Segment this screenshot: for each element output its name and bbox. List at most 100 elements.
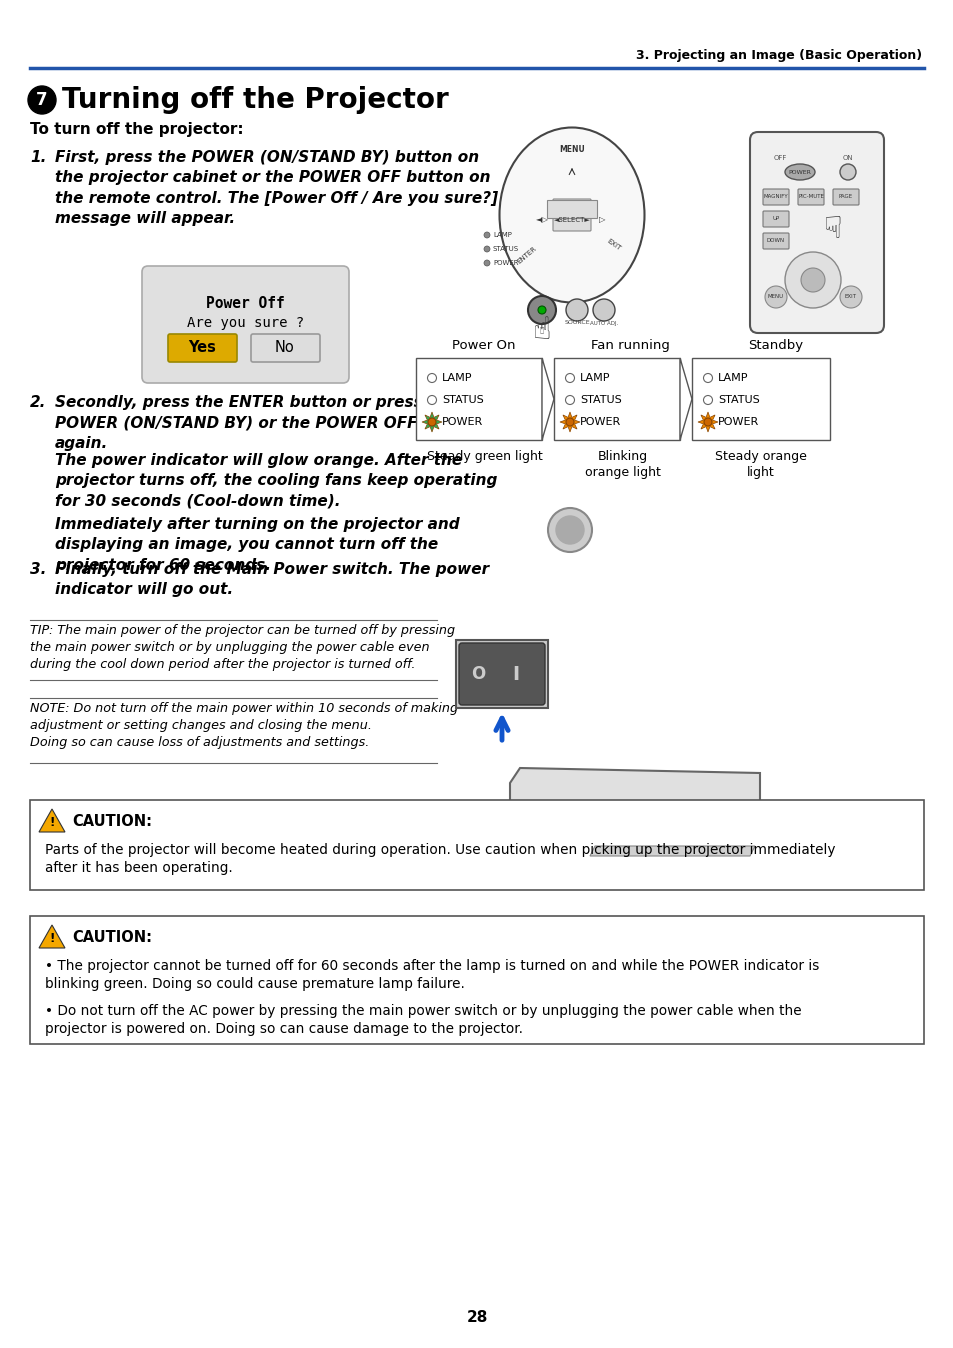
Text: 28: 28 xyxy=(466,1310,487,1325)
Text: Are you sure ?: Are you sure ? xyxy=(187,315,304,330)
Ellipse shape xyxy=(499,128,644,302)
Text: ▷: ▷ xyxy=(598,216,604,225)
Text: 7: 7 xyxy=(36,92,48,109)
Text: Yes: Yes xyxy=(188,341,215,356)
Bar xyxy=(30,799,923,890)
Text: MENU: MENU xyxy=(767,294,783,299)
Text: ON: ON xyxy=(841,155,852,160)
Circle shape xyxy=(764,286,786,307)
FancyBboxPatch shape xyxy=(553,200,590,231)
Text: POWER: POWER xyxy=(788,170,811,174)
Bar xyxy=(554,359,679,439)
Text: Power On: Power On xyxy=(452,338,516,352)
Bar xyxy=(456,640,547,708)
Text: • The projector cannot be turned off for 60 seconds after the lamp is turned on : • The projector cannot be turned off for… xyxy=(45,958,819,991)
FancyBboxPatch shape xyxy=(762,212,788,226)
Circle shape xyxy=(593,299,615,321)
Text: Steady orange
light: Steady orange light xyxy=(715,450,806,479)
Text: Steady green light: Steady green light xyxy=(427,450,542,462)
Text: AUTO ADJ.: AUTO ADJ. xyxy=(589,321,618,325)
Text: EXIT: EXIT xyxy=(605,239,621,252)
Circle shape xyxy=(703,418,711,426)
FancyBboxPatch shape xyxy=(142,266,349,383)
Text: Immediately after turning on the projector and
displaying an image, you cannot t: Immediately after turning on the project… xyxy=(55,518,459,573)
Text: No: No xyxy=(274,341,294,356)
Text: POWER: POWER xyxy=(718,417,759,427)
Text: ☟: ☟ xyxy=(822,214,841,244)
Text: Finally, turn off the Main Power switch. The power
indicator will go out.: Finally, turn off the Main Power switch.… xyxy=(55,562,489,597)
Text: Power Off: Power Off xyxy=(206,297,285,311)
Text: Blinking
orange light: Blinking orange light xyxy=(584,450,660,479)
Polygon shape xyxy=(559,412,579,431)
Text: MAGNIFY: MAGNIFY xyxy=(763,194,787,200)
Text: PAGE: PAGE xyxy=(838,194,852,200)
Circle shape xyxy=(565,299,587,321)
Text: STATUS: STATUS xyxy=(718,395,759,404)
Bar xyxy=(30,917,923,1043)
FancyBboxPatch shape xyxy=(832,189,858,205)
Text: POWER: POWER xyxy=(579,417,620,427)
Text: !: ! xyxy=(50,817,54,829)
Circle shape xyxy=(427,373,436,383)
Circle shape xyxy=(483,245,490,252)
Text: CAUTION:: CAUTION: xyxy=(71,930,152,945)
Bar xyxy=(546,200,597,218)
Text: LAMP: LAMP xyxy=(579,373,610,383)
Polygon shape xyxy=(589,847,754,856)
Circle shape xyxy=(483,232,490,239)
Polygon shape xyxy=(39,925,65,948)
Text: ◄SELECT►: ◄SELECT► xyxy=(553,217,590,222)
Circle shape xyxy=(527,297,556,324)
Circle shape xyxy=(537,306,545,314)
Text: !: ! xyxy=(50,933,54,945)
Circle shape xyxy=(556,516,583,545)
Text: LAMP: LAMP xyxy=(493,232,512,239)
Text: UP: UP xyxy=(772,217,779,221)
Circle shape xyxy=(840,164,855,181)
Circle shape xyxy=(565,418,574,426)
Text: Turning off the Projector: Turning off the Projector xyxy=(62,86,448,115)
Text: STATUS: STATUS xyxy=(493,245,518,252)
Circle shape xyxy=(565,373,574,383)
Text: Fan running: Fan running xyxy=(590,338,669,352)
FancyBboxPatch shape xyxy=(797,189,823,205)
Text: To turn off the projector:: To turn off the projector: xyxy=(30,123,243,137)
Polygon shape xyxy=(421,412,441,431)
FancyBboxPatch shape xyxy=(762,233,788,249)
FancyBboxPatch shape xyxy=(458,643,544,705)
Polygon shape xyxy=(510,768,760,857)
Text: 3.: 3. xyxy=(30,562,47,577)
Text: SOURCE: SOURCE xyxy=(563,321,589,325)
Text: PIC-MUTE: PIC-MUTE xyxy=(798,194,823,200)
Bar xyxy=(691,359,829,439)
Text: 2.: 2. xyxy=(30,395,47,410)
Text: LAMP: LAMP xyxy=(718,373,748,383)
Text: ◄▷: ◄▷ xyxy=(535,216,548,225)
Circle shape xyxy=(702,395,712,404)
Polygon shape xyxy=(541,359,554,439)
Text: STATUS: STATUS xyxy=(441,395,483,404)
Circle shape xyxy=(428,418,436,426)
Circle shape xyxy=(702,373,712,383)
Text: 3. Projecting an Image (Basic Operation): 3. Projecting an Image (Basic Operation) xyxy=(636,49,921,62)
Text: Secondly, press the ENTER button or press the
POWER (ON/STAND BY) or the POWER O: Secondly, press the ENTER button or pres… xyxy=(55,395,480,450)
Text: 1.: 1. xyxy=(30,150,47,164)
Circle shape xyxy=(547,508,592,551)
Ellipse shape xyxy=(784,164,814,181)
Text: The power indicator will glow orange. After the
projector turns off, the cooling: The power indicator will glow orange. Af… xyxy=(55,453,497,508)
Text: CAUTION:: CAUTION: xyxy=(71,814,152,829)
Text: DOWN: DOWN xyxy=(766,239,784,244)
Circle shape xyxy=(801,268,824,293)
FancyBboxPatch shape xyxy=(168,334,236,363)
Text: I: I xyxy=(512,665,519,683)
Text: ⏻: ⏻ xyxy=(539,326,543,333)
Polygon shape xyxy=(698,412,718,431)
Text: NOTE: Do not turn off the main power within 10 seconds of making
adjustment or s: NOTE: Do not turn off the main power wit… xyxy=(30,702,457,749)
Circle shape xyxy=(784,252,841,307)
Text: MENU: MENU xyxy=(558,146,584,155)
Circle shape xyxy=(427,395,436,404)
Polygon shape xyxy=(39,809,65,832)
Text: Standby: Standby xyxy=(748,338,802,352)
Text: TIP: The main power of the projector can be turned off by pressing
the main powe: TIP: The main power of the projector can… xyxy=(30,624,455,671)
Circle shape xyxy=(28,86,56,115)
